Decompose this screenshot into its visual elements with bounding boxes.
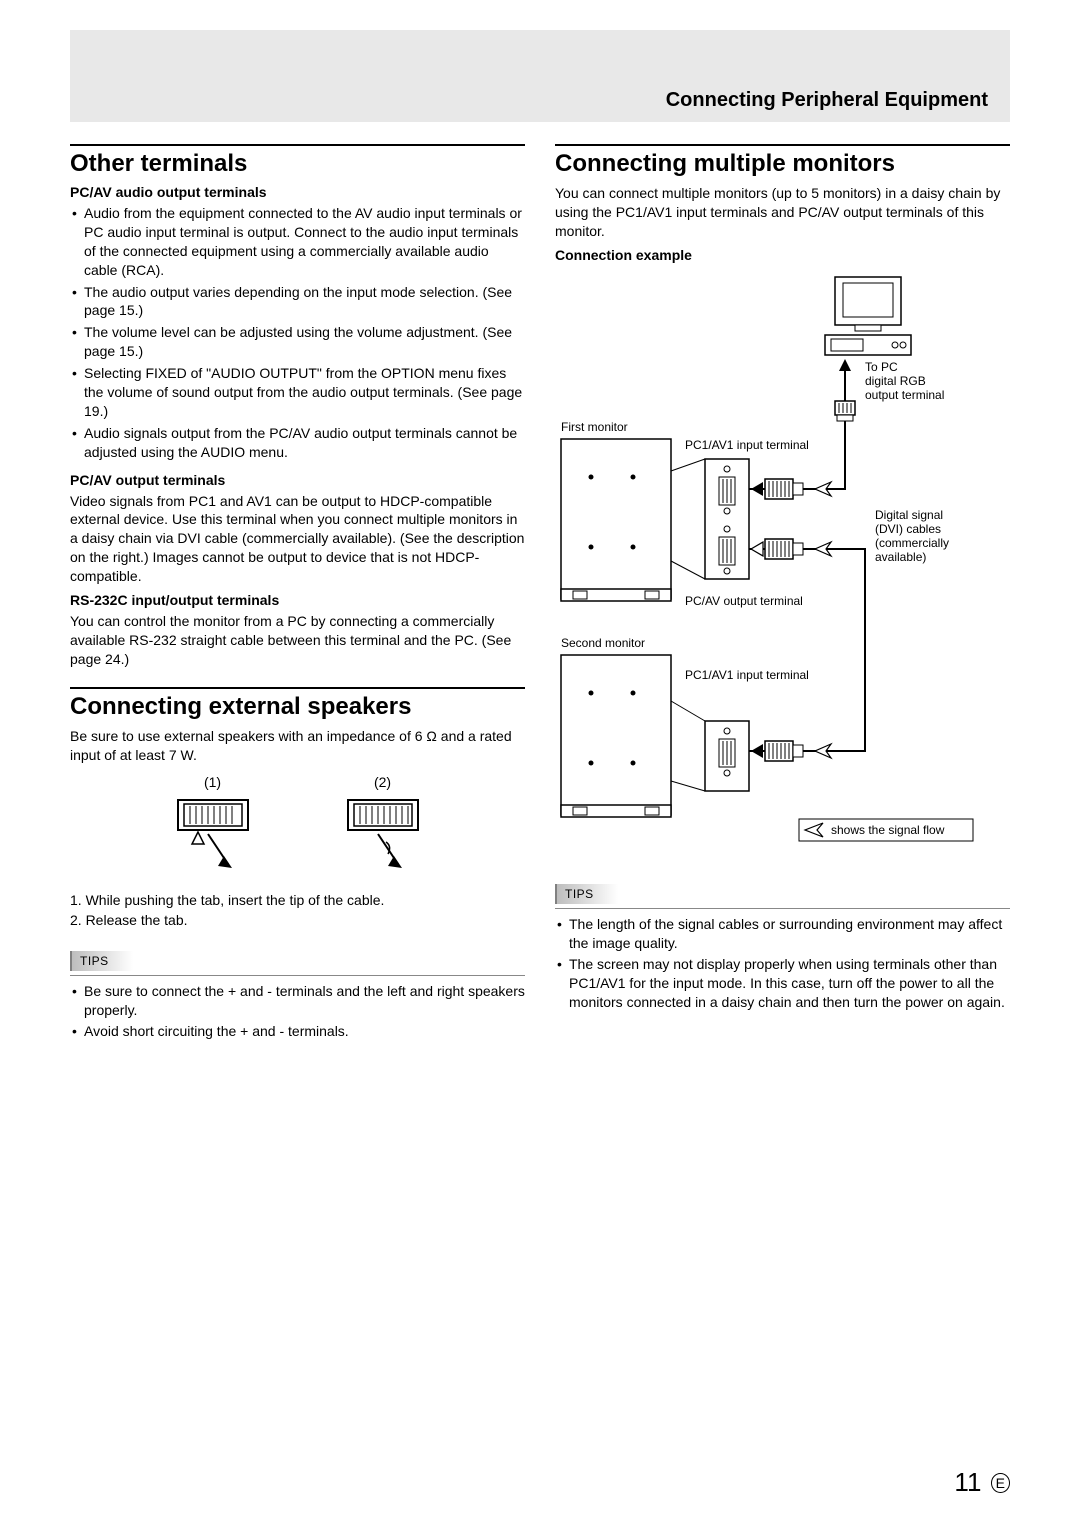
diagram-label: available)	[875, 550, 926, 564]
diagram-label: output terminal	[865, 388, 944, 402]
daisy-chain-diagram-icon: To PC digital RGB output terminal First …	[555, 271, 985, 861]
bullet-list-pcav-audio: Audio from the equipment connected to th…	[70, 204, 525, 462]
tips-badge: TIPS	[70, 951, 133, 971]
manual-page: Connecting Peripheral Equipment Other te…	[0, 0, 1080, 1091]
diagram-label: (commercially	[875, 536, 949, 550]
diagram-label: Digital signal	[875, 508, 943, 522]
diagram-label-first-monitor: First monitor	[561, 420, 628, 434]
step-list: 1. While pushing the tab, insert the tip…	[70, 891, 525, 930]
diagram-label-pcav-output: PC/AV output terminal	[685, 594, 803, 608]
diagram-label: To PC	[865, 360, 898, 374]
tips-badge: TIPS	[555, 884, 618, 904]
header-band: Connecting Peripheral Equipment	[70, 30, 1010, 122]
diagram-label-pc1av1-input: PC1/AV1 input terminal	[685, 438, 809, 452]
step-item: 1. While pushing the tab, insert the tip…	[70, 891, 525, 911]
two-column-layout: Other terminals PC/AV audio output termi…	[70, 138, 1010, 1051]
section-heading-multiple-monitors: Connecting multiple monitors	[555, 150, 1010, 178]
list-item: Audio signals output from the PC/AV audi…	[84, 424, 525, 462]
subhead-connection-example: Connection example	[555, 247, 1010, 263]
speaker-terminal-icon	[338, 796, 428, 876]
speaker-terminal-icon	[168, 796, 258, 876]
page-number: 11 E	[954, 1467, 1010, 1498]
tips-divider	[70, 975, 525, 976]
body-multiple-monitors: You can connect multiple monitors (up to…	[555, 184, 1010, 241]
page-header-title: Connecting Peripheral Equipment	[666, 89, 988, 112]
speaker-figures: (1) (2)	[70, 774, 525, 881]
subhead-pcav-output: PC/AV output terminals	[70, 472, 525, 488]
diagram-label: (DVI) cables	[875, 522, 941, 536]
list-item: Be sure to connect the + and - terminals…	[84, 982, 525, 1020]
diagram-label: digital RGB	[865, 374, 926, 388]
section-heading-external-speakers: Connecting external speakers	[70, 693, 525, 721]
diagram-label-second-monitor: Second monitor	[561, 636, 645, 650]
section-rule	[555, 144, 1010, 146]
diagram-label-signal-flow: shows the signal flow	[831, 823, 945, 837]
left-column: Other terminals PC/AV audio output termi…	[70, 138, 525, 1051]
list-item: The screen may not display properly when…	[569, 955, 1010, 1012]
subhead-rs232c: RS-232C input/output terminals	[70, 592, 525, 608]
section-heading-other-terminals: Other terminals	[70, 150, 525, 178]
diagram-label-pc1av1-input-2: PC1/AV1 input terminal	[685, 668, 809, 682]
body-pcav-output: Video signals from PC1 and AV1 can be ou…	[70, 492, 525, 586]
tips-divider	[555, 908, 1010, 909]
list-item: The audio output varies depending on the…	[84, 283, 525, 321]
figure-1: (1)	[168, 774, 258, 881]
list-item: Avoid short circuiting the + and - termi…	[84, 1022, 525, 1041]
subhead-pcav-audio-output: PC/AV audio output terminals	[70, 184, 525, 200]
list-item: Audio from the equipment connected to th…	[84, 204, 525, 280]
section-rule	[70, 687, 525, 689]
tips-bullet-list: The length of the signal cables or surro…	[555, 915, 1010, 1012]
figure-label: (2)	[338, 774, 428, 790]
list-item: The length of the signal cables or surro…	[569, 915, 1010, 953]
section-rule	[70, 144, 525, 146]
figure-2: (2)	[338, 774, 428, 881]
step-item: 2. Release the tab.	[70, 911, 525, 931]
body-rs232c: You can control the monitor from a PC by…	[70, 612, 525, 669]
page-number-suffix: E	[991, 1473, 1010, 1493]
right-column: Connecting multiple monitors You can con…	[555, 138, 1010, 1051]
list-item: Selecting FIXED of "AUDIO OUTPUT" from t…	[84, 364, 525, 421]
page-number-value: 11	[954, 1467, 981, 1497]
tips-bullet-list: Be sure to connect the + and - terminals…	[70, 982, 525, 1042]
connection-diagram: To PC digital RGB output terminal First …	[555, 271, 1010, 866]
list-item: The volume level can be adjusted using t…	[84, 323, 525, 361]
figure-label: (1)	[168, 774, 258, 790]
body-external-speakers: Be sure to use external speakers with an…	[70, 727, 525, 765]
